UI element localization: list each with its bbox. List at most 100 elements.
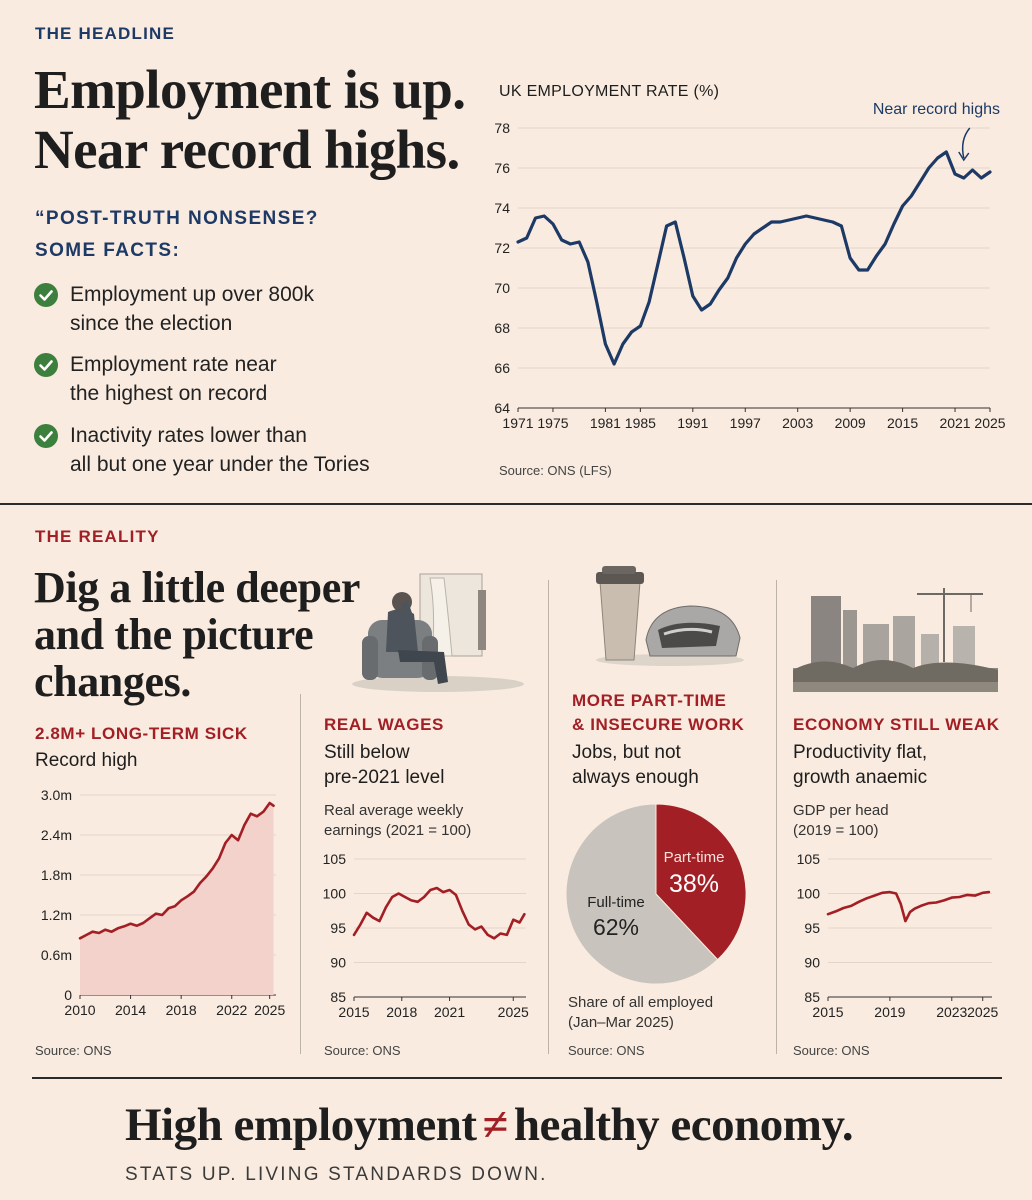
data-point [272,804,275,807]
y-tick-label: 64 [494,400,510,416]
data-point [910,195,913,197]
data-point [613,363,615,365]
data-point [110,930,113,933]
data-point [788,219,790,221]
data-point [735,257,738,259]
wages-chart-note: Real average weekly earnings (2021 = 100… [324,802,472,839]
data-point [779,221,782,223]
y-tick-label: 66 [494,360,510,376]
data-point [578,241,580,243]
pie-value-label: 38% [669,870,719,898]
data-point [834,910,837,913]
data-point [927,902,930,904]
data-point [718,289,720,291]
panel-divider [300,694,301,1054]
x-tick-label: 2018 [386,1004,417,1020]
question-line-1: “POST-TRUTH NONSENSE? [35,208,319,229]
section-label-reality: THE REALITY [35,527,160,546]
data-point [436,887,438,889]
data-point [397,892,400,895]
data-point [595,301,598,303]
economy-panel-subtitle: Productivity flat, growth anaemic [793,742,928,788]
x-tick-label: 2025 [967,1004,998,1020]
data-point [117,927,119,930]
data-point [683,257,685,259]
headline-line-2: Near record highs. [34,119,460,180]
post-truth-question: “POST-TRUTH NONSENSE? SOME FACTS: [35,203,319,267]
worried-man-illustration [352,573,524,692]
long-term-sick-chart: 0 0.6m 1.2m 1.8m 2.4m 3.0m 2010 2014 2018 2022 202… [41,787,286,1018]
data-point [448,889,451,891]
section-headline: Dig a little deeper and the picture chan… [34,563,360,706]
data-point [639,325,642,327]
data-point [104,928,107,931]
not-equal-symbol: ≠ [482,1099,509,1151]
data-point [849,257,851,259]
data-point [186,895,189,898]
city-skyline-illustration [793,588,998,692]
data-point [850,905,853,907]
y-tick-label: 85 [330,989,346,1005]
data-point [461,909,464,912]
data-point [249,812,252,815]
employment-rate-chart: UK EMPLOYMENT RATE (%) 64 66 68 70 72 74 76 78 19… [494,83,1005,478]
x-tick-label: 2021 [434,1004,465,1020]
footer-divider [32,1077,1002,1079]
y-tick-label: 74 [494,200,510,216]
x-tick-label: 2010 [64,1002,95,1018]
x-tick-label: 2015 [812,1004,843,1020]
data-point [665,225,668,227]
data-point [889,891,891,893]
data-point [692,295,694,297]
data-point [909,911,911,913]
y-tick-label: 0 [64,987,72,1003]
data-point [129,922,132,925]
data-point [988,891,990,893]
data-point [410,899,413,902]
data-point [442,891,444,893]
data-point [866,269,869,271]
data-point [674,221,677,223]
x-tick-label: 2015 [338,1004,369,1020]
annotation-arrow [961,127,971,159]
data-point [243,824,246,826]
data-point [881,892,883,894]
data-point [899,903,902,905]
wages-panel-title: REAL WAGES [324,715,444,734]
data-point [935,901,938,904]
annotation-arrowhead [958,151,970,162]
section-label-headline: THE HEADLINE [35,24,176,43]
x-tick-label: 2025 [974,415,1005,431]
y-tick-label: 95 [330,920,346,936]
data-point [455,894,457,896]
data-point [954,173,956,175]
wages-panel-subtitle: Still below pre-2021 level [324,742,445,788]
x-tick-label: 1975 [537,415,568,431]
check-circle-icon [34,424,58,448]
data-point [873,894,876,897]
footer-tagline: STATS UP. LIVING STANDARDS DOWN. [125,1164,548,1185]
fact-item: Employment up over 800k since the electi… [34,280,434,338]
headline-line-1: Employment is up. [34,59,466,120]
x-tick-label: 1991 [677,415,708,431]
economy-panel-title: ECONOMY STILL WEAK [793,715,1000,734]
data-point [180,899,182,902]
data-point [971,169,974,171]
parttime-chart-note: Share of all employed (Jan–Mar 2025) [568,994,714,1031]
fact-text: Inactivity rates lower than all but one … [70,424,370,476]
data-point [211,867,214,870]
wages-source: Source: ONS [324,1043,401,1058]
data-point [875,255,878,257]
data-point [416,900,419,903]
data-point [657,263,659,265]
data-point [726,277,729,279]
x-tick-label: 2025 [498,1004,529,1020]
x-tick-label: 2025 [254,1002,285,1018]
y-tick-label: 68 [494,320,510,336]
data-point [604,343,607,345]
data-point [622,343,624,345]
panel-divider [548,580,549,1054]
y-tick-label: 100 [323,886,347,902]
parttime-source: Source: ONS [568,1043,645,1058]
data-point [365,912,368,914]
